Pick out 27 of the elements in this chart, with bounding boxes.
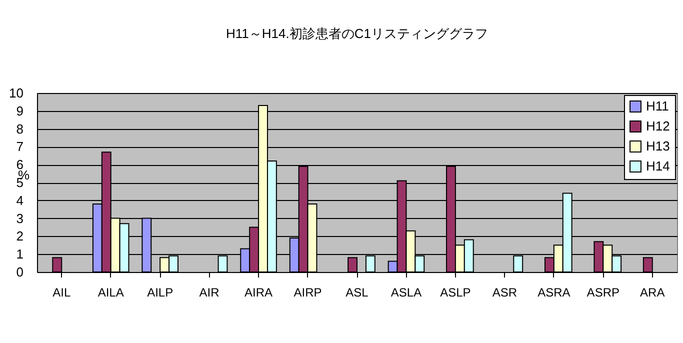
x-tick-label: ASR: [492, 286, 518, 300]
x-tick-label: ASLA: [390, 286, 422, 300]
x-tick-label: AIRP: [294, 286, 322, 300]
legend-label: H13: [646, 138, 670, 154]
y-tick-label: 0: [16, 264, 24, 280]
legend-label: H12: [646, 118, 670, 134]
x-tick-label: AIL: [52, 286, 71, 300]
x-tick-label: AILA: [98, 286, 124, 300]
chart-title: H11～H14.初診患者のC1リスティンググラフ: [226, 26, 488, 41]
y-tick-label: 7: [16, 139, 24, 154]
x-tick-label: ASRA: [538, 286, 570, 300]
x-tick-label: ARA: [640, 286, 665, 300]
legend-label: H14: [646, 158, 670, 174]
y-tick-label: 8: [16, 121, 24, 136]
y-tick-label: 1: [16, 246, 24, 262]
x-tick-label: AILP: [147, 286, 174, 300]
x-tick-label: ASLP: [440, 286, 471, 300]
y-tick-label: 3: [16, 210, 24, 226]
x-tick-label: AIR: [199, 286, 220, 300]
y-tick-label: 4: [16, 192, 24, 208]
y-tick-label: 2: [16, 228, 24, 244]
y-tick-label: 9: [16, 103, 24, 118]
y-tick-label: 10: [9, 86, 24, 100]
x-tick-label: AIRA: [244, 286, 273, 300]
x-tick-label: ASL: [346, 286, 369, 300]
legend-label: H11: [646, 98, 669, 114]
x-tick-label: ASRP: [586, 286, 620, 300]
